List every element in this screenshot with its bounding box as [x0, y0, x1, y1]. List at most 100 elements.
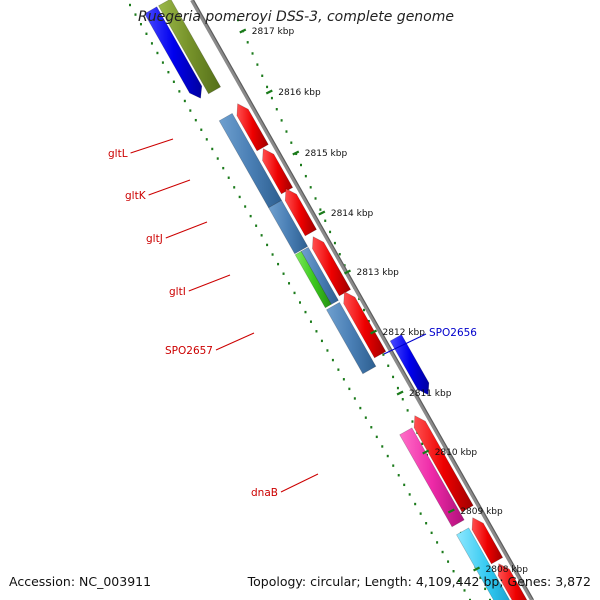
gene-arrow-red [471, 517, 504, 565]
inner-scale-dot [233, 186, 236, 189]
inner-scale-dot [183, 99, 186, 103]
outer-scale-dot [275, 108, 278, 111]
scale-tick-label: 2810 kbp [435, 448, 478, 458]
accession-text: Accession: NC_003911 [9, 574, 152, 589]
inner-scale-dot [331, 358, 334, 362]
inner-scale-dot [425, 522, 428, 525]
scale-tick-label: 2809 kbp [460, 507, 503, 517]
scale-tick-mark [292, 150, 300, 156]
inner-scale-dot [364, 416, 367, 419]
scale-tick-label: 2808 kbp [486, 565, 529, 575]
inner-scale-dot [469, 598, 471, 600]
gene-arrow-spo2657 [343, 291, 387, 359]
outer-scale-dot [256, 63, 259, 66]
outer-scale-dot [324, 219, 327, 222]
inner-scale-dot [244, 205, 247, 208]
inner-scale-dot [271, 253, 274, 256]
inner-scale-dot [293, 291, 296, 295]
inner-scale-dot [172, 80, 175, 83]
outer-scale-dot [280, 119, 283, 122]
outer-scale-dot [406, 409, 409, 412]
inner-scale-dot [386, 454, 389, 458]
inner-scale-dot [463, 589, 466, 592]
scale-tick-label: 2817 kbp [252, 27, 295, 37]
outer-scale-dot [285, 130, 288, 133]
outer-scale-dot [266, 85, 269, 89]
scale-tick-label: 2813 kbp [356, 268, 399, 278]
backbone-line [190, 0, 534, 600]
outer-scale-dot [300, 163, 302, 167]
gene-feature-steel [326, 301, 377, 375]
inner-scale-dot [359, 406, 362, 410]
gene-arrow-dnab [413, 415, 474, 513]
gene-label-gltk: gltK [125, 190, 147, 202]
gene-leader-line [148, 179, 191, 196]
inner-scale-dot [255, 224, 258, 227]
scale-tick-label: 2811 kbp [409, 389, 452, 399]
scale-tick-mark [343, 269, 351, 275]
outer-scale-dot [382, 353, 385, 356]
outer-scale-dot [396, 386, 399, 390]
inner-scale-dot [430, 531, 433, 535]
gene-leader-line [130, 138, 174, 154]
inner-scale-dot [397, 474, 400, 477]
outer-scale-dot [338, 253, 341, 256]
inner-scale-dot [370, 426, 373, 429]
outer-scale-dot [363, 308, 365, 312]
gene-feature-olive [158, 0, 222, 95]
inner-scale-dot [403, 483, 406, 487]
gene-feature-blue [144, 6, 203, 99]
inner-scale-dot [227, 176, 230, 179]
inner-scale-dot [299, 301, 301, 304]
inner-scale-dot [414, 502, 417, 506]
inner-scale-dot [304, 310, 307, 314]
gene-leader-line [188, 274, 231, 292]
scale-tick-mark [447, 508, 455, 514]
inner-scale-dot [320, 339, 323, 343]
outer-scale-dot [411, 420, 414, 423]
inner-scale-dot [408, 493, 411, 496]
scale-tick-mark [396, 390, 404, 396]
scale-tick-label: 2816 kbp [278, 88, 321, 98]
outer-scale-dot [489, 598, 491, 600]
inner-scale-dot [436, 541, 439, 544]
gene-arrow-red [497, 563, 528, 600]
outer-scale-dot [387, 364, 390, 367]
inner-scale-dot [337, 368, 340, 371]
scale-tick-label: 2814 kbp [331, 209, 374, 219]
inner-scale-dot [145, 32, 148, 35]
outer-scale-dot [367, 319, 370, 323]
inner-scale-dot [447, 560, 450, 563]
inner-scale-dot [211, 147, 214, 151]
inner-scale-dot [315, 330, 318, 333]
inner-scale-dot [178, 90, 181, 93]
gene-label-gltj: gltJ [146, 233, 163, 245]
inner-scale-dot [205, 138, 208, 141]
outer-scale-dot [314, 197, 317, 200]
inner-scale-dot [288, 282, 291, 285]
gene-labels: gltL gltK gltJ gltI SPO2657 dnaB SPO2656 [108, 138, 477, 499]
outer-scale-dot [329, 230, 332, 234]
outer-scale-dot [290, 141, 293, 144]
gene-arrow-spo2656 [389, 334, 430, 396]
inner-scale-dot [309, 320, 312, 323]
inner-scale-dot [266, 243, 269, 247]
inner-scale-dot [326, 349, 329, 352]
outer-scale-dot [270, 96, 273, 100]
backbone-shadow [193, 0, 534, 600]
inner-scale-dot [200, 128, 203, 131]
inner-scale-dot [458, 579, 461, 583]
outer-scale-dot [333, 241, 336, 245]
scale-tick-mark [473, 566, 481, 572]
inner-scale-dot [260, 234, 263, 237]
scale-tick-mark [318, 210, 326, 216]
inner-scale-dot [375, 435, 378, 439]
outer-scale-dot [309, 186, 312, 189]
inner-scale-dot [441, 550, 444, 554]
scale-tick-mark [239, 28, 247, 34]
scale-tick-label: 2815 kbp [305, 149, 348, 159]
gene-leader-line [215, 332, 255, 351]
outer-scale-dot [304, 174, 307, 178]
scale-tick-mark [265, 89, 273, 95]
scale-tick-mark [422, 449, 430, 455]
